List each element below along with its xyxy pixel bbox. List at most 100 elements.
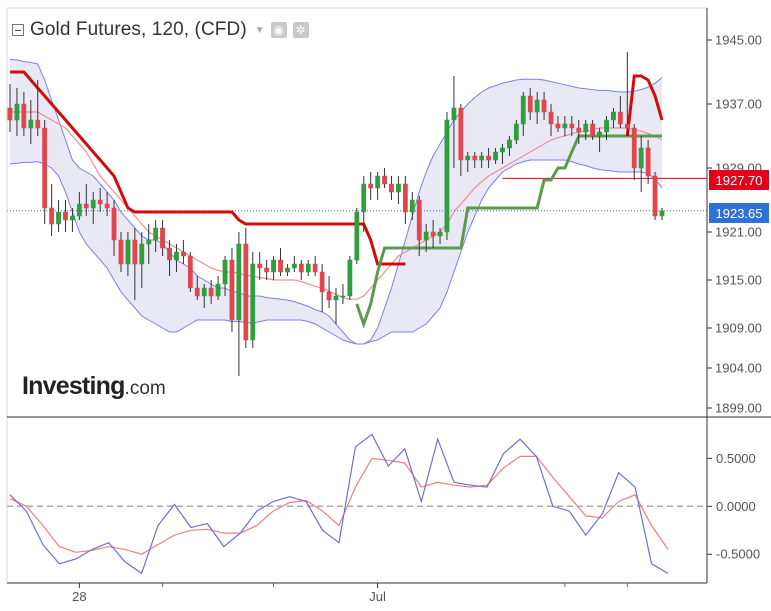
candle-body	[298, 263, 304, 273]
candle-body	[382, 175, 387, 185]
x-tick-label: 28	[72, 589, 86, 604]
chevron-down-icon[interactable]: ▼	[254, 24, 265, 36]
candle-body	[472, 155, 478, 161]
osc-y-tick-label: 0.5000	[716, 451, 756, 466]
candle-body	[368, 183, 374, 189]
candle-body	[486, 155, 491, 161]
candle-body	[430, 231, 436, 237]
candle-body	[576, 127, 582, 133]
candle-body	[291, 263, 297, 269]
trend-line-green	[355, 134, 662, 329]
candle-body	[423, 231, 429, 241]
candle-body	[7, 107, 13, 121]
candle-body	[146, 239, 152, 245]
candle-body	[444, 119, 450, 233]
candle-body	[174, 251, 179, 261]
y-tick-label: 1945.00	[715, 33, 762, 48]
bollinger-band-fill	[10, 59, 662, 344]
candle-body	[361, 183, 367, 213]
gear-icon[interactable]: ✲	[292, 22, 309, 38]
candle-body	[49, 207, 55, 225]
osc-y-tick-label: 0.0000	[716, 499, 756, 514]
candle-body	[500, 147, 505, 153]
candle-body	[402, 183, 408, 213]
stochastic-d-line	[9, 455, 669, 555]
oscillator-panel	[7, 433, 707, 575]
candle-body	[638, 147, 644, 169]
candle-body	[659, 210, 665, 217]
x-tick-label: Jul	[369, 589, 386, 604]
candle-body	[257, 263, 263, 269]
candle-body	[305, 263, 311, 273]
candle-body	[160, 227, 165, 249]
candle-body	[513, 123, 519, 141]
candle-body	[319, 271, 325, 293]
candle-body	[624, 123, 630, 129]
candle-body	[56, 211, 61, 225]
chart-title: Gold Futures, 120, (CFD)	[30, 19, 247, 40]
candle-body	[409, 199, 415, 213]
candle-body	[534, 99, 540, 113]
eye-icon[interactable]: ◉	[270, 22, 287, 38]
candle-body	[611, 111, 616, 121]
candle-body	[222, 259, 228, 285]
candle-body	[28, 119, 34, 129]
candle-body	[340, 295, 346, 298]
investing-logo: Investing .com	[22, 372, 166, 401]
collapse-square-icon[interactable]	[12, 24, 24, 36]
candle-body	[243, 243, 249, 341]
candle-body	[250, 263, 256, 341]
candle-body	[416, 199, 422, 241]
candle-body	[347, 259, 353, 297]
candle-body	[139, 243, 145, 265]
candle-body	[396, 183, 401, 193]
candle-body	[229, 259, 235, 321]
trend-line-red-2	[625, 74, 664, 137]
candle-body	[42, 127, 48, 209]
candle-body	[597, 131, 602, 137]
price-panel	[7, 52, 707, 376]
candle-body	[215, 283, 221, 297]
y-tick-label: 1904.00	[715, 361, 762, 376]
candle-body	[104, 203, 110, 209]
candle-body	[569, 123, 575, 129]
y-tick-label: 1909.00	[715, 321, 762, 336]
candle-body	[167, 247, 172, 261]
candle-body	[125, 239, 131, 265]
current-price-tag-blue: 1923.65	[709, 203, 769, 223]
candle-body	[389, 183, 394, 193]
logo-domain-text: .com	[124, 378, 166, 399]
candle-body	[527, 95, 533, 113]
chart-header: Gold Futures, 120, (CFD) ▼ ◉ ✲	[12, 18, 309, 42]
candle-body	[548, 111, 554, 125]
candle-body	[479, 155, 485, 161]
osc-y-tick-label: -0.5000	[716, 547, 760, 562]
candle-body	[562, 123, 568, 129]
candle-body	[354, 211, 360, 261]
candle-body	[278, 259, 283, 273]
last-price-tag-red: 1927.70	[709, 170, 769, 190]
candle-body	[264, 267, 270, 273]
candle-body	[333, 295, 339, 301]
candle-body	[631, 127, 637, 169]
y-tick-label: 1915.00	[715, 273, 762, 288]
candle-body	[652, 175, 658, 217]
candle-body	[118, 239, 124, 265]
y-tick-label: 1899.00	[715, 401, 762, 416]
stochastic-k-line	[9, 433, 669, 575]
axes	[6, 7, 771, 588]
candle-body	[35, 119, 41, 129]
candle-body	[63, 211, 68, 221]
candle-body	[451, 107, 457, 121]
candle-body	[617, 111, 623, 125]
candle-body	[645, 147, 651, 177]
candle-body	[153, 227, 159, 241]
candle-body	[271, 259, 276, 273]
candle-body	[201, 287, 207, 297]
candle-body	[465, 155, 471, 161]
candle-body	[132, 239, 138, 265]
candle-body	[14, 103, 20, 121]
candle-body	[507, 139, 512, 149]
candle-body	[111, 207, 117, 241]
